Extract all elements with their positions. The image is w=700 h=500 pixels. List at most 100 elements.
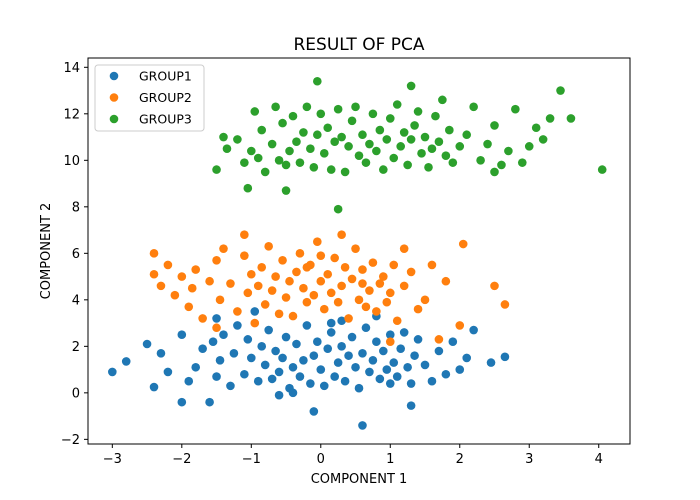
y-tick-label: 8 xyxy=(72,200,80,215)
y-tick-label: 10 xyxy=(63,154,80,169)
scatter-point xyxy=(385,114,395,123)
x-tick-label: 2 xyxy=(456,452,464,467)
scatter-point xyxy=(347,116,357,126)
scatter-point xyxy=(215,355,225,365)
scatter-point xyxy=(379,272,388,281)
scatter-point xyxy=(316,251,326,260)
scatter-point xyxy=(545,114,555,123)
scatter-point xyxy=(240,158,249,167)
x-tick-label: −1 xyxy=(242,452,261,467)
scatter-point xyxy=(531,123,541,133)
scatter-point xyxy=(392,316,402,326)
scatter-point xyxy=(212,314,221,323)
scatter-point xyxy=(483,139,492,149)
y-tick-label: 14 xyxy=(63,61,80,76)
scatter-point xyxy=(222,144,232,153)
scatter-point xyxy=(469,102,478,112)
scatter-point xyxy=(285,146,294,156)
scatter-point xyxy=(347,332,357,342)
scatter-point xyxy=(274,367,284,377)
scatter-point xyxy=(368,258,378,267)
scatter-point xyxy=(233,321,242,330)
scatter-point xyxy=(399,244,409,253)
scatter-point xyxy=(455,321,465,330)
scatter-point xyxy=(177,330,187,340)
scatter-point xyxy=(427,260,437,270)
scatter-point xyxy=(358,130,367,140)
scatter-point xyxy=(410,121,419,130)
y-axis-label: COMPONENT 2 xyxy=(39,203,54,300)
scatter-point xyxy=(149,249,159,258)
scatter-point xyxy=(302,262,312,272)
scatter-point xyxy=(121,357,131,366)
legend-marker xyxy=(109,93,119,102)
scatter-point xyxy=(326,165,336,174)
scatter-point xyxy=(375,125,385,135)
x-tick-label: 3 xyxy=(525,452,533,467)
scatter-point xyxy=(295,249,305,258)
scatter-point xyxy=(299,355,308,365)
scatter-point xyxy=(455,365,465,374)
scatter-point xyxy=(299,283,308,293)
scatter-point xyxy=(274,156,284,165)
scatter-point xyxy=(246,353,256,363)
scatter-point xyxy=(410,351,419,360)
scatter-point xyxy=(295,372,305,381)
scatter-point xyxy=(323,344,333,353)
scatter-point xyxy=(399,281,409,291)
scatter-point xyxy=(392,100,402,109)
scatter-point xyxy=(351,362,360,372)
scatter-point xyxy=(448,337,458,346)
scatter-point xyxy=(316,109,326,119)
y-tick-label: 2 xyxy=(72,340,80,355)
scatter-point xyxy=(309,351,319,360)
scatter-point xyxy=(257,262,267,272)
scatter-point xyxy=(333,297,343,307)
scatter-point xyxy=(389,153,399,163)
scatter-point xyxy=(385,288,395,298)
scatter-point xyxy=(365,367,374,377)
scatter-point xyxy=(389,260,399,270)
scatter-point xyxy=(365,139,374,149)
scatter-point xyxy=(257,342,267,351)
scatter-point xyxy=(382,365,392,374)
scatter-point xyxy=(323,269,333,279)
scatter-point xyxy=(243,288,253,298)
scatter-point xyxy=(420,360,430,370)
scatter-point xyxy=(281,160,291,170)
scatter-point xyxy=(330,253,339,263)
scatter-point xyxy=(340,376,350,386)
scatter-point xyxy=(406,81,416,91)
scatter-point xyxy=(462,353,472,363)
scatter-point xyxy=(271,102,280,112)
scatter-point xyxy=(243,183,253,193)
scatter-point xyxy=(413,304,423,314)
scatter-point xyxy=(278,118,287,128)
scatter-point xyxy=(229,349,239,358)
scatter-point xyxy=(274,309,284,319)
scatter-point xyxy=(184,376,194,386)
scatter-point xyxy=(497,160,506,170)
scatter-point xyxy=(406,267,416,277)
scatter-point xyxy=(156,349,166,358)
scatter-point xyxy=(340,262,350,272)
scatter-point xyxy=(358,279,367,288)
scatter-point xyxy=(361,302,371,312)
scatter-point xyxy=(385,330,395,340)
scatter-point xyxy=(281,293,291,302)
scatter-point xyxy=(399,328,409,337)
scatter-point xyxy=(219,244,228,253)
y-tick-label: 0 xyxy=(72,386,80,401)
scatter-point xyxy=(274,390,284,400)
scatter-point xyxy=(486,358,496,367)
scatter-point xyxy=(278,353,287,363)
series-group2 xyxy=(149,230,510,346)
x-tick-label: 1 xyxy=(386,452,394,467)
scatter-point xyxy=(288,111,298,121)
scatter-point xyxy=(385,337,395,346)
scatter-point xyxy=(556,86,565,95)
scatter-point xyxy=(302,297,312,307)
legend-marker xyxy=(109,71,119,81)
scatter-point xyxy=(372,307,381,316)
scatter-point xyxy=(295,158,305,167)
